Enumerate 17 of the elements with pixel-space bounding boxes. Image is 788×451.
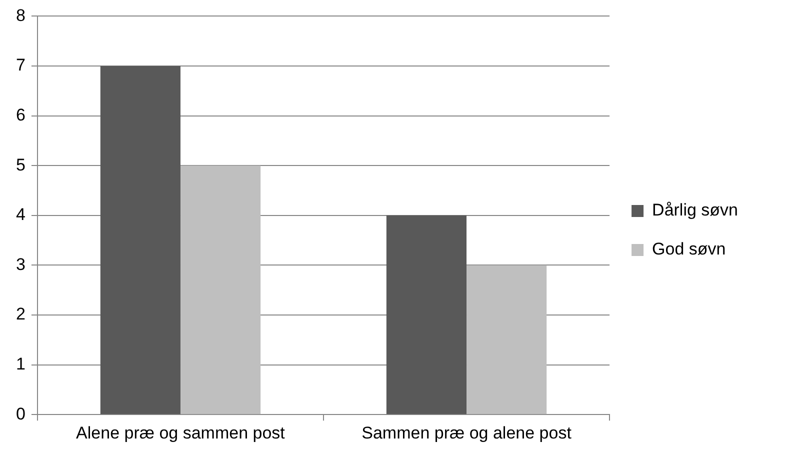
- y-tick-label: 2: [16, 304, 26, 324]
- y-tick-label: 6: [16, 105, 26, 124]
- x-tick-label: Sammen præ og alene post: [362, 423, 572, 442]
- y-tick-label: 7: [16, 56, 26, 75]
- y-tick-label: 1: [16, 354, 26, 374]
- y-tick-label: 8: [16, 6, 26, 25]
- y-tick-label: 0: [16, 404, 26, 424]
- bar: [466, 265, 547, 414]
- legend-label: God søvn: [652, 240, 726, 259]
- y-tick-label: 4: [16, 205, 26, 224]
- x-tick-label: Alene præ og sammen post: [76, 423, 286, 442]
- bar: [180, 166, 261, 414]
- bar: [386, 215, 467, 414]
- bar: [100, 66, 180, 414]
- legend-label: Dårlig søvn: [652, 200, 738, 220]
- y-tick-label: 3: [16, 254, 26, 274]
- y-tick-label: 5: [16, 155, 26, 174]
